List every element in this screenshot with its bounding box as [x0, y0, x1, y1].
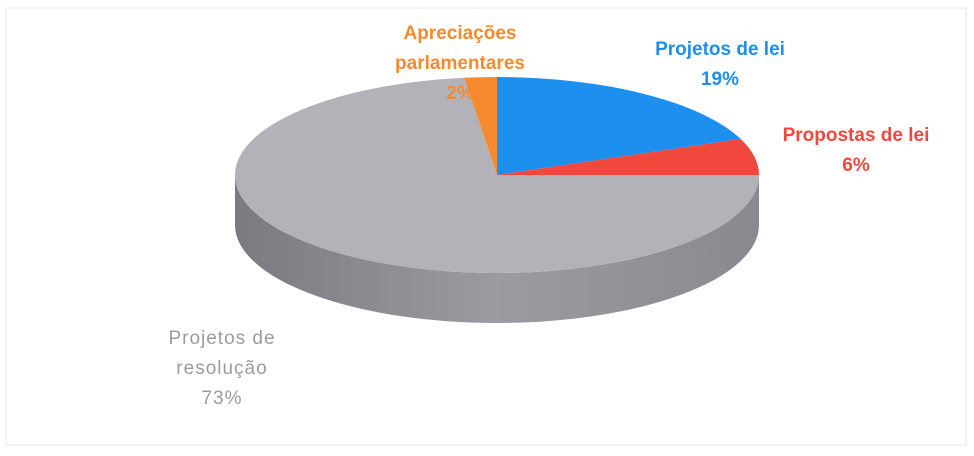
category-label: Apreciações parlamentares: [395, 23, 525, 74]
pie-slice: [497, 138, 759, 175]
pie-side: [235, 175, 759, 323]
data-label: Projetos de lei 19%: [620, 35, 820, 95]
value-label: 6%: [842, 155, 870, 176]
data-label: Projetos de resolução 73%: [142, 324, 302, 414]
category-label: Projetos de lei: [655, 39, 785, 60]
category-label: Propostas de lei: [782, 125, 930, 146]
data-label: Propostas de lei 6%: [746, 121, 966, 181]
category-label: Projetos de resolução: [168, 328, 276, 379]
pie-slice: [497, 77, 741, 175]
pie-slice: [235, 77, 760, 273]
frame: [5, 7, 967, 446]
value-label: 19%: [700, 69, 740, 90]
value-label: 2%: [446, 83, 474, 104]
data-label: Apreciações parlamentares 2%: [365, 19, 555, 109]
value-label: 73%: [201, 388, 243, 409]
pie-slice: [464, 77, 497, 175]
